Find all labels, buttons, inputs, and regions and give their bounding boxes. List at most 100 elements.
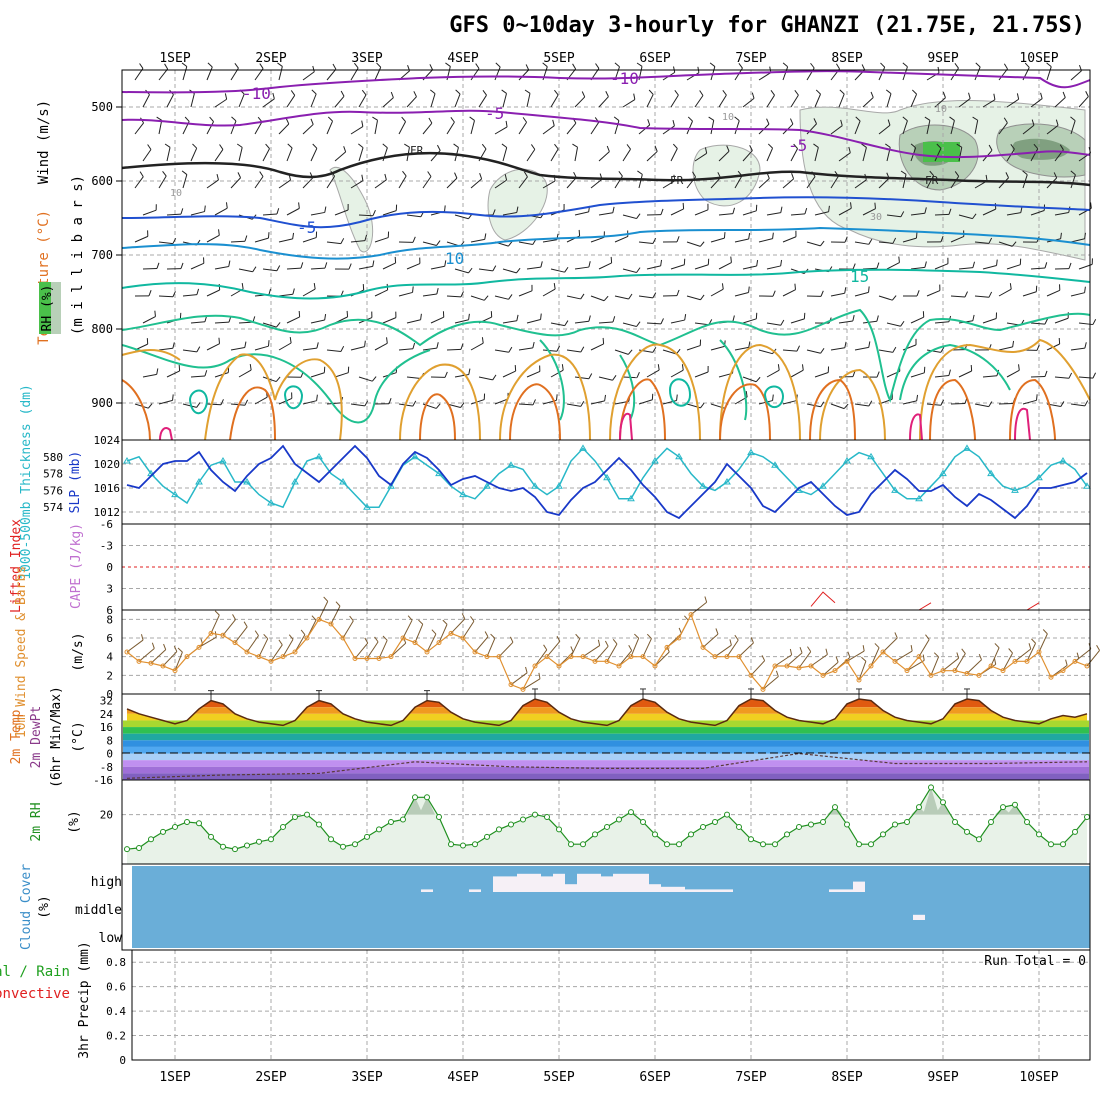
wind-barb (1070, 70, 1082, 81)
wind-barb-flag (361, 174, 364, 181)
contour-label: 30 (870, 212, 882, 223)
wind-barb (766, 147, 774, 162)
wind10-barb-flag (1076, 652, 1080, 659)
wind-barb (262, 268, 277, 272)
wind-barb-flag (1036, 344, 1040, 351)
wind-barb (238, 93, 245, 108)
wind10-barb (498, 641, 514, 658)
wind-barb-flag (312, 143, 318, 149)
wind-barb-flag (861, 64, 866, 71)
cloud-bar-high (421, 889, 433, 892)
date-label: 9SEP (927, 1070, 958, 1085)
wind-barb-flag (911, 89, 917, 95)
wind10-marker (700, 644, 706, 650)
tick-label: 0 (106, 688, 113, 701)
wind-barb (206, 343, 220, 351)
rh2m-marker (844, 821, 850, 828)
wind10-barb (486, 638, 496, 657)
thickness-marker (483, 482, 491, 489)
wind-barb (934, 263, 949, 270)
wind-barb-flag (267, 340, 270, 347)
wind-barb-flag (815, 89, 821, 95)
wind-barb (926, 120, 931, 135)
precip-grid (132, 950, 1090, 1061)
wind-barb-flag (495, 62, 501, 68)
wind10-marker (316, 616, 322, 622)
tick-label: 3 (106, 583, 113, 596)
tick-label: 6 (106, 604, 113, 617)
wind-barb (310, 148, 318, 162)
wind-barb-flag (868, 238, 873, 245)
wind-barb-flag (968, 92, 971, 99)
wind-barb-flag (316, 342, 319, 349)
rh2m-marker (136, 844, 142, 851)
wind-barb (974, 66, 981, 81)
wind-barb (526, 319, 541, 324)
wind-barb-flag (484, 233, 487, 240)
tick-label: 6 (106, 632, 113, 645)
temp-band (123, 733, 1089, 741)
wind-barb (782, 349, 797, 352)
date-label: 10SEP (1019, 51, 1058, 66)
wind10-barbs (126, 596, 1100, 690)
wind-barb (518, 176, 528, 189)
wind10-marker (484, 654, 490, 660)
wind-barb (926, 175, 935, 189)
wind-barb-flag (572, 63, 577, 70)
wind-barb-flag (820, 240, 825, 247)
slp-line (126, 444, 1088, 520)
wind-barb-flag (929, 170, 935, 177)
wind10-barb-flag (750, 637, 754, 644)
wind-barb (574, 96, 586, 108)
wind10-marker (532, 663, 538, 669)
wind10-barb-flag (349, 615, 354, 622)
wind-barb (830, 403, 845, 410)
wind-barb (494, 398, 509, 405)
wind-barb-flag (988, 237, 993, 244)
wind10-barb (330, 605, 341, 625)
wind-barb (742, 318, 757, 324)
wind10-marker (664, 644, 670, 650)
wind10-barb-flag (140, 634, 144, 641)
thickness-tick-label: 574 (43, 501, 63, 514)
wind-barb (542, 349, 557, 352)
wind-barb-flag (184, 116, 190, 122)
wind-barb-flag (730, 256, 732, 263)
wind-barb (878, 177, 890, 189)
rh2m-marker (808, 821, 814, 828)
wind-barb (814, 211, 829, 216)
contour-label: 10 (935, 104, 947, 115)
wind-barb (878, 67, 886, 81)
wind-barb-flag (327, 116, 333, 122)
wind-barb-flag (139, 63, 144, 69)
thickness-marker (555, 482, 563, 489)
wind-barb (398, 348, 413, 351)
wind-barb (742, 265, 757, 270)
dewpoint-line (126, 752, 1088, 779)
wind-barb (262, 376, 277, 383)
wind10-marker (340, 635, 346, 641)
cloud-bar-high (829, 889, 841, 892)
wind-barb-flag (1003, 63, 1008, 70)
wind-barb (758, 238, 773, 243)
wind-barb-flag (390, 91, 394, 98)
wind-barb-flag (993, 93, 996, 100)
wind10-barb (846, 650, 865, 662)
wind-barb-flag (595, 63, 600, 69)
wind-barb (734, 292, 749, 297)
wind-barb (622, 268, 637, 273)
contour-20-loops (188, 378, 785, 415)
tick-label: 0.4 (106, 1005, 126, 1018)
wind-barb-flag (1084, 400, 1089, 407)
wind-barb (134, 235, 149, 243)
wind10-marker (160, 663, 166, 669)
wind-barb-flag (372, 260, 375, 267)
temp-band (127, 707, 1087, 714)
wind-barb-flag (172, 394, 174, 401)
date-label: 5SEP (543, 1070, 574, 1085)
wind10-marker (208, 630, 214, 636)
thickness-marker (267, 499, 275, 506)
wind-barb-flag (530, 144, 536, 150)
cloud-bar-high (685, 889, 697, 892)
wind10-barb (342, 620, 354, 639)
